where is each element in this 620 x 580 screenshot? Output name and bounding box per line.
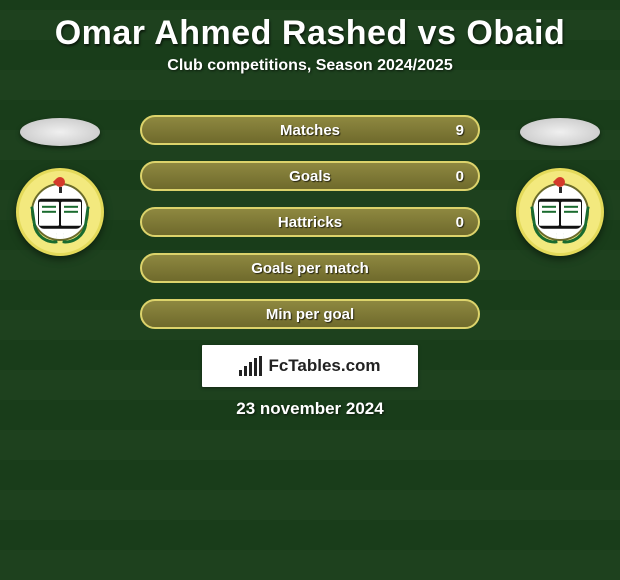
brand-text: FcTables.com xyxy=(268,356,380,376)
player-left-placeholder-oval xyxy=(20,118,100,146)
brand-box: FcTables.com xyxy=(202,345,418,387)
stat-label: Goals per match xyxy=(251,260,369,277)
player-right-block xyxy=(510,118,610,256)
stat-value-right: 0 xyxy=(456,214,464,231)
page-subtitle: Club competitions, Season 2024/2025 xyxy=(0,57,620,95)
stat-row-hattricks: Hattricks 0 xyxy=(140,207,480,237)
stat-value-right: 0 xyxy=(456,168,464,185)
torch-icon xyxy=(52,177,68,193)
club-badge-right xyxy=(516,168,604,256)
stat-label: Matches xyxy=(280,122,340,139)
stat-label: Goals xyxy=(289,168,331,185)
stat-value-right: 9 xyxy=(456,122,464,139)
bar-chart-icon xyxy=(239,356,262,376)
stat-row-min-per-goal: Min per goal xyxy=(140,299,480,329)
stat-label: Min per goal xyxy=(266,306,354,323)
laurel-right-icon xyxy=(562,204,589,247)
stat-label: Hattricks xyxy=(278,214,342,231)
date-text: 23 november 2024 xyxy=(0,399,620,419)
player-right-placeholder-oval xyxy=(520,118,600,146)
torch-icon xyxy=(552,177,568,193)
stat-row-goals-per-match: Goals per match xyxy=(140,253,480,283)
club-badge-left xyxy=(16,168,104,256)
stat-row-matches: Matches 9 xyxy=(140,115,480,145)
player-left-block xyxy=(10,118,110,256)
stat-row-goals: Goals 0 xyxy=(140,161,480,191)
page-title: Omar Ahmed Rashed vs Obaid xyxy=(0,0,620,57)
laurel-right-icon xyxy=(62,204,89,247)
stats-table: Matches 9 Goals 0 Hattricks 0 Goals per … xyxy=(140,115,480,329)
